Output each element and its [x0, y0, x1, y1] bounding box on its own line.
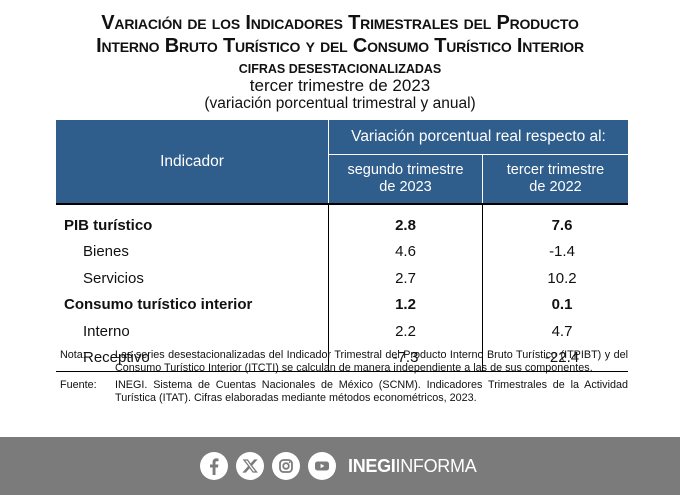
row-label: Receptivo [56, 344, 329, 372]
subtitle-period: tercer trimestre de 2023 [249, 76, 431, 95]
table-row: Interno 2.2 4.7 [56, 318, 628, 345]
subtitle-figures: CIFRAS DESESTACIONALIZADAS [238, 62, 442, 76]
row-label: Interno [83, 322, 130, 340]
row-value-quarterly: 2.7 [328, 265, 483, 292]
footer-bar: INEGIINFORMA [0, 437, 680, 495]
row-value-quarterly: 2.8 [328, 205, 483, 239]
row-label: Consumo turístico interior [64, 296, 253, 314]
row-value-quarterly: -7.3 [328, 344, 483, 372]
table-row: Bienes 4.6 -1.4 [56, 238, 628, 265]
table-row: Servicios 2.7 10.2 [56, 265, 628, 292]
group-header: Variación porcentual real respecto al: [328, 120, 628, 155]
title-line-2: Interno Bruto Turístico y del Consumo Tu… [96, 35, 584, 57]
subtitle-units: (variación porcentual trimestral y anual… [204, 95, 476, 112]
x-icon[interactable] [236, 452, 264, 480]
row-label: Servicios [83, 269, 144, 287]
note: Nota: Las series desestacionalizadas del… [60, 349, 628, 375]
row-value-annual: 7.6 [551, 216, 573, 234]
note-text: Las series desestacionalizadas del Indic… [115, 349, 628, 374]
source: Fuente: INEGI. Sistema de Cuentas Nacion… [60, 379, 628, 405]
row-value-quarterly: 1.2 [328, 291, 483, 318]
indicator-header: Indicador [56, 120, 329, 204]
row-label: Bienes [83, 243, 129, 261]
instagram-icon[interactable] [272, 452, 300, 480]
row-label: PIB turístico [64, 216, 153, 234]
table-row: PIB turístico 2.8 7.6 [56, 205, 628, 239]
col-header-q2-2023: segundo trimestre de 2023 [328, 154, 483, 204]
row-value-annual: 0.1 [551, 296, 573, 314]
social-links: INEGIINFORMA [200, 452, 477, 480]
facebook-icon[interactable] [200, 452, 228, 480]
title-block: Variación de los Indicadores Trimestrale… [0, 12, 680, 113]
note-label: Nota: [60, 349, 86, 361]
table-row: Consumo turístico interior 1.2 0.1 [56, 291, 628, 318]
col-header-q3-2022: tercer trimestre de 2022 [482, 154, 628, 204]
row-value-annual: 4.7 [551, 322, 573, 340]
row-value-quarterly: 2.2 [328, 318, 483, 345]
notes-block: Nota: Las series desestacionalizadas del… [60, 349, 628, 405]
source-text: INEGI. Sistema de Cuentas Nacionales de … [115, 379, 628, 404]
row-value-annual: -1.4 [549, 243, 575, 261]
row-value-annual: 10.2 [547, 269, 577, 287]
youtube-icon[interactable] [308, 452, 336, 480]
source-label: Fuente: [60, 379, 97, 391]
indicators-table: Indicador Variación porcentual real resp… [56, 120, 628, 372]
row-value-annual: -22.4 [482, 344, 628, 372]
row-value-quarterly: 4.6 [328, 238, 483, 265]
brand-logo: INEGIINFORMA [348, 455, 477, 476]
title-line-1: Variación de los Indicadores Trimestrale… [101, 12, 579, 34]
table-row: Receptivo -7.3 -22.4 [56, 344, 628, 372]
